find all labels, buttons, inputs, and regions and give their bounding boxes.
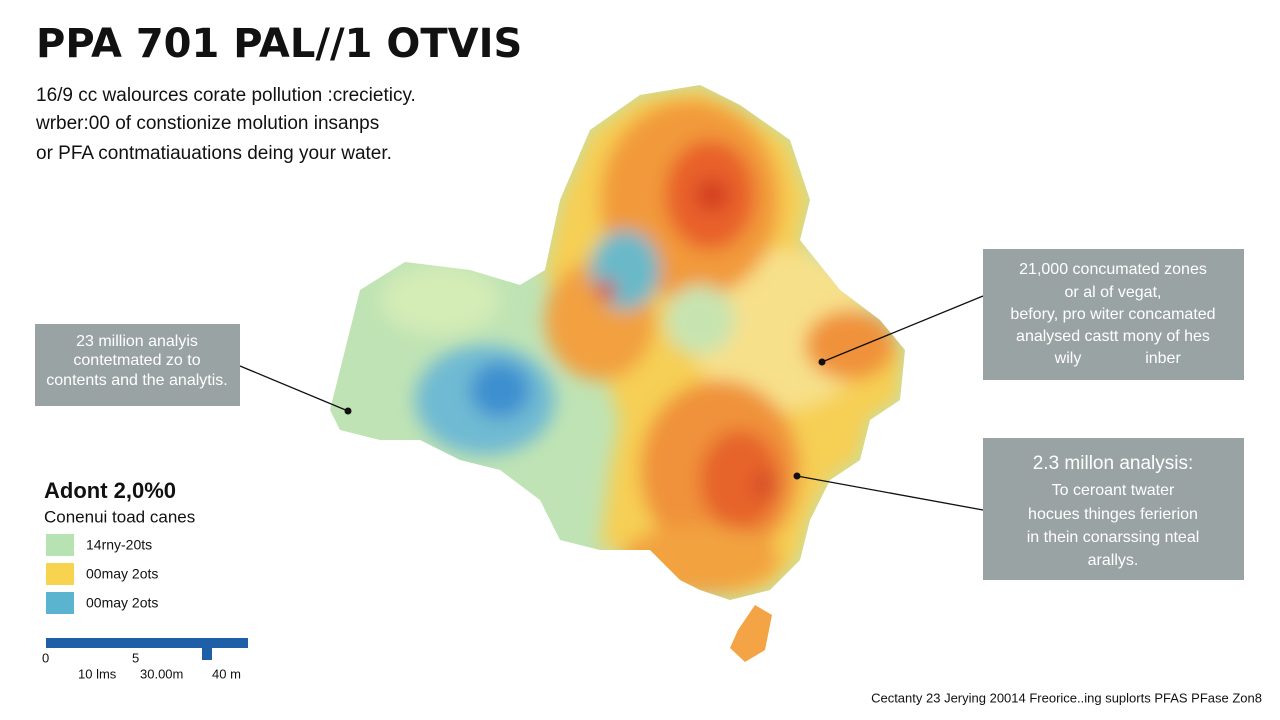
leader-dot: [344, 407, 352, 415]
map: [330, 85, 905, 662]
callout-line: hocues thinges ferierion: [1028, 506, 1198, 523]
callout-line: or al of vegat,: [1065, 284, 1162, 301]
leader-dot: [818, 358, 826, 366]
scale-label: 0: [42, 650, 49, 665]
leader-dot: [793, 472, 801, 480]
callout: 23 million analyis contetmated zo to con…: [35, 324, 240, 406]
legend-swatch: [46, 563, 74, 585]
legend-swatch: [46, 534, 74, 556]
callout-line: contetmated zo to: [73, 352, 200, 369]
legend-title: Adont 2,0%0: [44, 478, 176, 503]
leader-line: [239, 365, 349, 412]
scale-label: 40 m: [212, 666, 241, 681]
leader-line: [796, 475, 984, 511]
subtitle-line: wrber:00 of constionize molution insanps: [35, 113, 379, 134]
callout-line: To ceroant twater: [1052, 482, 1175, 499]
callout: 21,000 concumated zones or al of vegat, …: [983, 249, 1244, 380]
title: PPA 701 PAL//1 OTVIS: [36, 21, 522, 67]
scale-bar-fill: [46, 638, 248, 648]
legend-swatch: [46, 592, 74, 614]
callout-line: in thein conarssing nteal: [1027, 529, 1200, 546]
callout-line: 21,000 concumated zones: [1019, 261, 1207, 278]
scale-bar: 0 5 10 lms 30.00m 40 m: [42, 638, 248, 681]
leader-line: [821, 295, 984, 363]
callout-line: contents and the analytis.: [46, 372, 227, 389]
legend-subtitle: Conenui toad canes: [44, 507, 195, 526]
callout: 2.3 millon analysis: To ceroant twater h…: [983, 438, 1244, 580]
callout-title: 2.3 millon analysis:: [1033, 453, 1194, 474]
scale-bar-marker: [202, 646, 212, 660]
footer: Cectanty 23 Jerying 20014 Freorice..ing …: [871, 690, 1262, 705]
legend-label: 00may 2ots: [86, 595, 158, 611]
callout-line: analysed castt mony of hes: [1016, 328, 1210, 345]
legend: Adont 2,0%0 Conenui toad canes 14rny-20t…: [44, 478, 195, 614]
callout-line: 23 million analyis: [76, 333, 198, 350]
callout-line: inber: [1145, 350, 1181, 367]
callout-line: arallys.: [1088, 552, 1139, 569]
subtitle-line: 16/9 cc walources corate pollution :crec…: [36, 85, 416, 106]
subtitle-line: or PFA contmatiauations deing your water…: [36, 143, 392, 164]
island: [730, 605, 772, 662]
legend-label: 14rny-20ts: [86, 537, 152, 553]
legend-label: 00may 2ots: [86, 566, 158, 582]
scale-label: 10 lms: [78, 666, 117, 681]
callout-line: befory, pro witer concamated: [1010, 306, 1215, 323]
callout-line: wily: [1054, 350, 1082, 367]
scale-label: 5: [132, 650, 139, 665]
scale-label: 30.00m: [140, 666, 183, 681]
